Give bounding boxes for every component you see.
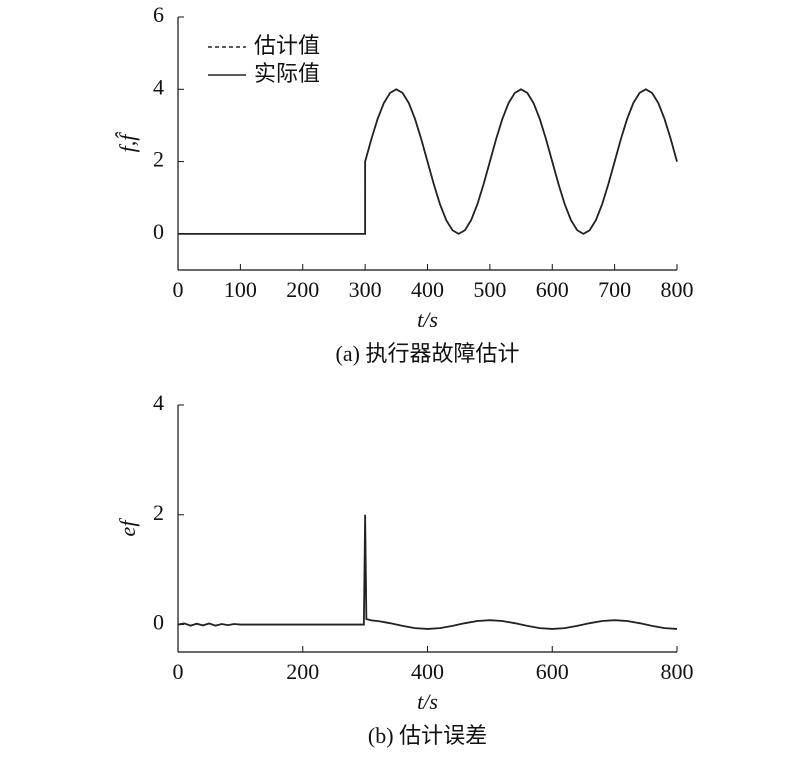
y-tick-label: 2 — [153, 500, 164, 525]
y-axis-label: ef — [115, 518, 140, 537]
x-tick-label: 600 — [536, 659, 569, 684]
y-tick-label: 6 — [153, 2, 164, 27]
x-tick-label: 400 — [411, 277, 444, 302]
y-tick-label: 4 — [153, 74, 164, 99]
x-tick-label: 700 — [598, 277, 631, 302]
x-axis-label: t/s — [417, 307, 438, 332]
caption: (a) 执行器故障估计 — [336, 341, 520, 366]
x-tick-label: 600 — [536, 277, 569, 302]
series-line — [177, 514, 678, 630]
x-tick-label: 0 — [173, 659, 184, 684]
x-tick-label: 400 — [411, 659, 444, 684]
y-tick-label: 0 — [153, 219, 164, 244]
x-tick-label: 0 — [173, 277, 184, 302]
x-tick-label: 500 — [473, 277, 506, 302]
x-tick-label: 800 — [661, 277, 694, 302]
legend-label: 估计值 — [254, 34, 320, 59]
y-tick-label: 4 — [153, 390, 164, 415]
y-tick-label: 2 — [153, 147, 164, 172]
caption: (b) 估计误差 — [368, 723, 487, 748]
x-tick-label: 200 — [286, 277, 319, 302]
x-axis-label: t/s — [417, 689, 438, 714]
x-tick-label: 300 — [349, 277, 382, 302]
x-tick-label: 800 — [661, 659, 694, 684]
y-axis-label: f,f̂ — [115, 131, 140, 152]
x-tick-label: 200 — [286, 659, 319, 684]
x-tick-label: 100 — [224, 277, 257, 302]
y-tick-label: 0 — [153, 610, 164, 635]
legend-label: 实际值 — [254, 62, 320, 87]
series-line — [178, 88, 678, 235]
